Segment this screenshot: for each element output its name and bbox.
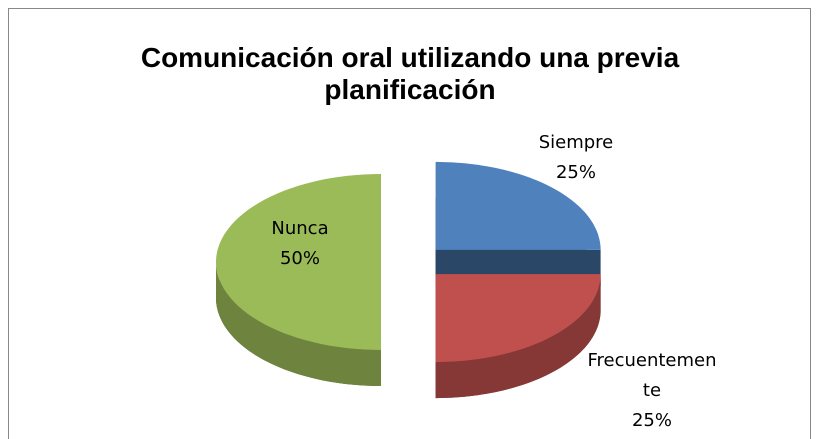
category-label: Frecuentemente	[587, 350, 717, 401]
chart-border	[8, 8, 811, 439]
data-label: Frecuentemente 25%	[587, 346, 717, 436]
slice	[435, 274, 601, 363]
value-label: 25%	[555, 162, 596, 183]
chart-title: Comunicación oral utilizando una previa …	[140, 42, 680, 105]
slice-wall	[216, 262, 381, 386]
slice	[435, 161, 601, 250]
slice-wall	[435, 274, 601, 399]
pie-slice	[435, 274, 601, 399]
value-label: 50%	[279, 248, 320, 269]
slice	[216, 174, 381, 350]
data-label: Nunca 50%	[250, 214, 350, 274]
pie-slice	[216, 174, 381, 386]
category-label: Siempre	[538, 132, 614, 153]
value-label: 25%	[631, 410, 672, 431]
category-label: Nunca	[271, 218, 329, 239]
data-label: Siempre 25%	[526, 128, 626, 188]
